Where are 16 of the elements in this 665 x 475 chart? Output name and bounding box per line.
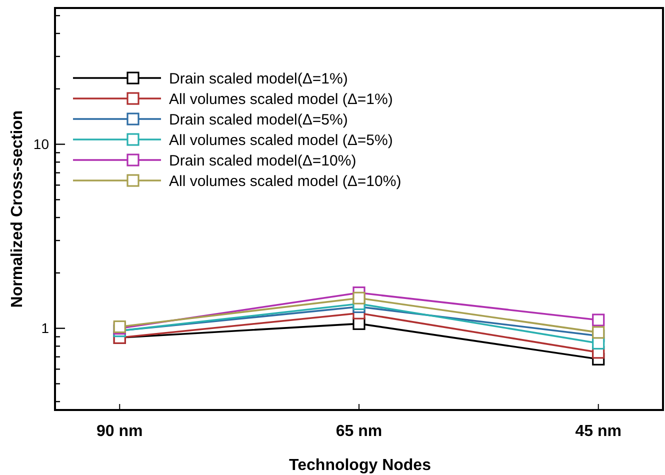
point	[352, 292, 366, 304]
x-tick-label: 45 nm	[575, 423, 622, 440]
legend-label: Drain scaled model(Δ=10%)	[169, 152, 356, 170]
y-axis-title: Normalized Cross-section	[9, 110, 26, 308]
legend-label: Drain scaled model(Δ=1%)	[169, 70, 348, 88]
x-tick-label: 65 nm	[336, 423, 382, 440]
point	[592, 326, 605, 339]
legend-label: Drain scaled model(Δ=5%)	[169, 111, 348, 128]
legend-label: All volumes scaled model (Δ=5%)	[169, 132, 393, 149]
x-axis-title: Technology Nodes	[289, 457, 432, 474]
legend-label: All volumes scaled model (Δ=10%)	[169, 172, 402, 190]
x-tick-label: 90 nm	[96, 423, 143, 440]
y-tick-label: 10	[33, 136, 50, 152]
y-tick-label: 1	[41, 320, 50, 336]
legend-label: All volumes scaled model (Δ=1%)	[169, 90, 393, 108]
point	[592, 314, 605, 326]
